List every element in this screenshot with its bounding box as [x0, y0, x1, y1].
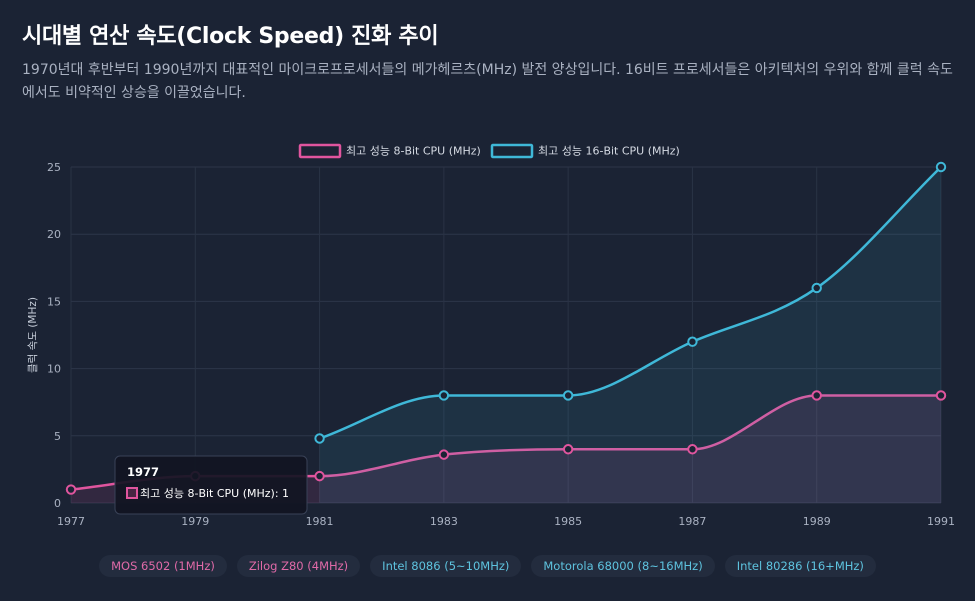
- series-1-line: [319, 166, 942, 440]
- x-tick-label-1985: 1985: [554, 515, 582, 528]
- y-tick-label-0: 0: [54, 497, 61, 510]
- x-tick-label-1987: 1987: [678, 515, 706, 528]
- series-1-point-1989[interactable]: [811, 282, 822, 294]
- page-title: 시대별 연산 속도(Clock Speed) 진화 추이: [22, 24, 439, 49]
- y-tick-label-5: 5: [54, 430, 61, 443]
- chip-motorola-68000[interactable]: Motorola 68000 (8~16MHz): [531, 555, 715, 577]
- series-0-point-1977[interactable]: [65, 484, 77, 495]
- x-tick-label-1989: 1989: [803, 515, 831, 528]
- chip-zilog-z80[interactable]: Zilog Z80 (4MHz): [236, 555, 361, 577]
- cpu-chip-row: MOS 6502 (1MHz) Zilog Z80 (4MHz) Intel 8…: [0, 555, 975, 577]
- legend-label-0[interactable]: 최고 성능 8-Bit CPU (MHz): [346, 145, 481, 158]
- series-0-point-1983[interactable]: [438, 449, 450, 460]
- series-0-point-1987[interactable]: [687, 444, 698, 455]
- series-1-point-1983[interactable]: [438, 390, 450, 401]
- series-1-point-1987[interactable]: [687, 336, 698, 347]
- series-1-area: [319, 167, 942, 503]
- legend-label-1[interactable]: 최고 성능 16-Bit CPU (MHz): [538, 145, 680, 158]
- tooltip-swatch: [126, 487, 138, 499]
- y-tick-label-10: 10: [47, 363, 61, 376]
- x-tick-label-1991: 1991: [927, 515, 955, 528]
- series-0-point-1991[interactable]: [935, 390, 947, 401]
- x-tick-label-1979: 1979: [181, 515, 209, 528]
- series-1-point-1985[interactable]: [562, 390, 574, 401]
- x-tick-label-1983: 1983: [430, 515, 458, 528]
- y-tick-label-25: 25: [47, 161, 61, 174]
- legend-swatch-1[interactable]: [490, 143, 534, 159]
- y-tick-label-15: 15: [47, 295, 61, 308]
- chip-mos-6502[interactable]: MOS 6502 (1MHz): [99, 555, 227, 577]
- chip-intel-80286[interactable]: Intel 80286 (16+MHz): [724, 555, 876, 577]
- tooltip-title: 1977: [127, 465, 159, 479]
- series-0-point-1989[interactable]: [811, 390, 822, 401]
- x-tick-label-1981: 1981: [306, 515, 334, 528]
- series-0-point-1985[interactable]: [562, 444, 574, 455]
- tooltip-label: 최고 성능 8-Bit CPU (MHz): 1: [140, 487, 289, 500]
- x-tick-label-1977: 1977: [57, 515, 85, 528]
- page-description: 1970년대 후반부터 1990년까지 대표적인 마이크로프로세서들의 메가헤르…: [22, 62, 953, 101]
- y-axis-label: 클럭 속도 (MHz): [27, 297, 39, 373]
- series-1-point-1981[interactable]: [314, 433, 325, 444]
- y-tick-label-20: 20: [47, 228, 61, 241]
- series-0-point-1981[interactable]: [314, 470, 325, 482]
- tooltip-box: [114, 455, 308, 515]
- series-1-point-1991[interactable]: [935, 161, 947, 173]
- clock-speed-chart: 0 5 10 15 20 25 1977 1979 1981 1983 1985 1987 1989 19…: [27, 143, 955, 528]
- legend-swatch-0[interactable]: [298, 143, 342, 159]
- chip-intel-8086[interactable]: Intel 8086 (5~10MHz): [370, 555, 522, 577]
